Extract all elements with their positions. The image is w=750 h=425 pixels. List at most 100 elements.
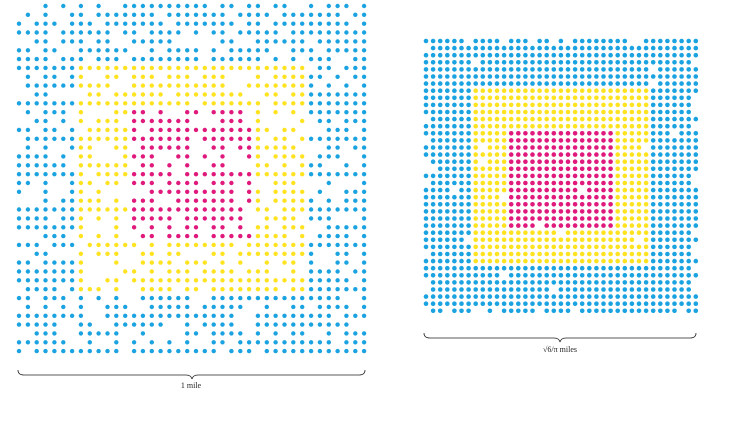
dot [273,172,278,177]
dot [565,145,571,150]
dot [558,109,564,115]
dot [176,65,181,71]
dot [202,127,207,133]
dot [344,340,349,345]
dot [629,102,635,108]
dot [140,251,146,256]
dot [459,152,464,157]
dot [335,251,340,256]
dot [105,48,110,53]
dot [445,131,450,136]
dot [501,173,507,179]
dot [622,294,628,299]
dot [353,30,358,35]
dot [335,287,340,292]
dot [220,295,225,301]
dot [96,198,101,203]
dot [96,12,101,17]
dot [361,295,367,301]
dot [255,21,261,26]
dot [601,237,606,243]
dot [87,340,93,345]
dot [530,138,535,143]
dot [43,313,48,318]
dot [185,110,190,115]
dot [34,207,39,212]
dot [523,265,528,271]
dot [273,65,278,71]
dot [452,265,457,271]
dot [264,225,269,230]
dot [202,322,207,327]
dot [167,30,172,35]
dot [558,187,564,193]
dot [246,3,252,9]
dot [131,348,137,354]
dot [650,216,656,221]
dot [516,216,521,221]
dot [487,131,493,136]
dot [572,273,578,278]
dot [140,154,146,159]
dot [326,56,331,62]
dot [629,145,635,150]
dot [601,258,606,264]
dot [344,322,349,327]
dot [69,216,75,221]
dot [25,48,31,53]
dot [523,159,528,164]
dot [523,67,528,72]
dot [579,209,585,214]
dot [636,131,642,136]
dot [437,187,443,193]
dot [291,101,296,106]
dot [643,173,649,179]
dot [317,348,323,354]
dot [220,331,225,336]
dot [686,308,691,314]
dot [326,48,331,53]
dot [523,95,528,101]
dot [238,145,243,150]
dot [202,260,207,265]
dot [537,74,542,79]
dot [158,118,163,124]
dot [608,280,613,285]
dot [158,304,163,310]
dot [587,131,592,136]
dot [643,244,649,250]
dot [114,21,119,26]
dot [551,265,557,271]
dot [501,237,507,243]
dot [61,110,66,115]
dot [445,223,450,228]
dot [572,159,578,164]
dot [445,194,450,200]
dot [537,95,542,101]
dot [615,38,620,44]
dot [96,30,101,35]
dot [608,251,613,257]
dot [96,207,101,212]
dot [430,95,436,101]
dot [579,152,585,157]
dot [565,251,571,257]
dot [594,67,599,72]
dot [480,95,486,101]
dot [473,131,479,136]
dot [220,216,225,221]
dot [193,172,199,177]
dot [658,88,663,93]
dot [650,152,656,157]
dot [445,202,450,207]
dot [650,265,656,271]
dot [238,287,243,292]
dot [430,131,436,136]
dot [185,225,190,230]
dot [344,21,349,26]
dot [114,340,119,345]
dot [565,45,571,51]
dot [650,223,656,228]
dot [61,269,66,274]
dot [523,38,528,44]
